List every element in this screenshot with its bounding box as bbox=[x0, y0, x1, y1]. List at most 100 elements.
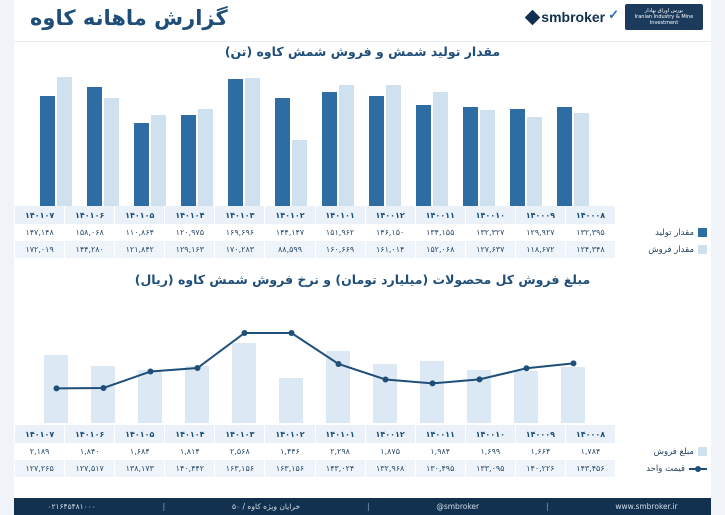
legend-production-label: مقدار تولید bbox=[655, 227, 694, 238]
bar-group bbox=[362, 67, 409, 207]
footer-phone: ۰۲۱۶۴۵۴۸۱۰۰۰ bbox=[47, 502, 96, 511]
unit-price-point bbox=[570, 360, 576, 367]
unit-price-point bbox=[53, 385, 59, 392]
bar-sales bbox=[57, 77, 72, 207]
table-cell-unit-price: ۱۶۳,۱۵۶ bbox=[214, 460, 265, 477]
table-cell-category: ۱۴۰۱۰۳ bbox=[214, 425, 265, 443]
bar-sales bbox=[527, 117, 542, 207]
table-cell-sales: ۸۸,۵۹۹ bbox=[264, 241, 315, 258]
table-cell-category: ۱۴۰۰۱۰ bbox=[464, 206, 515, 224]
legend-sales-amount-label: مبلغ فروش bbox=[653, 446, 694, 457]
table-cell-category: ۱۴۰۰۱۱ bbox=[414, 425, 465, 443]
company-logo: بورس اوراق بهادار Iranian Industry & Min… bbox=[625, 4, 703, 30]
table-cell-sales: ۱۷۰,۲۸۳ bbox=[214, 241, 265, 258]
footer-divider-2: | bbox=[366, 502, 370, 511]
table-cell-unit-price: ۱۲۷,۲۶۵ bbox=[14, 460, 65, 477]
bar-group bbox=[174, 67, 221, 207]
table-cell-production: ۱۵۱,۹۶۲ bbox=[314, 224, 365, 241]
table-cell-sales-amount: ۲,۵۶۸ bbox=[214, 443, 265, 460]
bar-group bbox=[315, 67, 362, 207]
bar-sales bbox=[339, 85, 354, 207]
bar-production bbox=[134, 123, 149, 207]
table-cell-category: ۱۴۰۰۱۲ bbox=[364, 206, 415, 224]
left-rail bbox=[0, 0, 14, 515]
table-cell-sales: ۱۶۰,۶۶۹ bbox=[314, 241, 365, 258]
bar-sales bbox=[574, 113, 589, 207]
table-cell-unit-price: ۱۶۳,۱۵۶ bbox=[264, 460, 315, 477]
diamond-icon bbox=[525, 9, 541, 25]
brand-block: بورس اوراق بهادار Iranian Industry & Min… bbox=[525, 4, 703, 30]
table-cell-sales-amount: ۱,۹۸۴ bbox=[414, 443, 465, 460]
logo-line-1: بورس اوراق بهادار bbox=[644, 7, 684, 14]
table-cell-production: ۱۳۲,۳۲۷ bbox=[464, 224, 515, 241]
bar-group bbox=[221, 67, 268, 207]
unit-price-point bbox=[100, 385, 106, 391]
bar-sales bbox=[104, 98, 119, 207]
table-row-categories-1: ۱۴۰۰۰۸ ۱۴۰۰۰۹ ۱۴۰۰۱۰ ۱۴۰۰۱۱ ۱۴۰۰۱۲ ۱۴۰۱۰۱ ۱۴۰۱… bbox=[14, 206, 711, 224]
table-cell-sales: ۱۲۷,۶۳۷ bbox=[464, 241, 515, 258]
table-cell-category: ۱۴۰۱۰۲ bbox=[264, 206, 315, 224]
table-cell-sales: ۱۲۹,۱۶۳ bbox=[164, 241, 215, 258]
table-cell-production: ۱۳۲,۳۹۵ bbox=[564, 224, 615, 241]
table-cell-sales-amount: ۱,۸۴۰ bbox=[64, 443, 115, 460]
table-cell-sales: ۱۶۱,۰۱۴ bbox=[364, 241, 415, 258]
table-cell-unit-price: ۱۳۳,۰۹۵ bbox=[464, 460, 515, 477]
bar-sales bbox=[480, 110, 495, 207]
bar-group bbox=[409, 67, 456, 207]
chart-1-title: مقدار تولید شمش و فروش شمش کاوه (تن) bbox=[224, 44, 501, 59]
bar-production bbox=[416, 105, 431, 207]
table-cell-category: ۱۴۰۱۰۱ bbox=[314, 425, 365, 443]
table-cell-category: ۱۴۰۱۰۵ bbox=[114, 206, 165, 224]
bar-production bbox=[40, 96, 55, 207]
table-cell-sales-amount: ۱,۷۸۴ bbox=[564, 443, 615, 460]
table-corner-2 bbox=[615, 425, 711, 443]
chart-2-title: مبلغ فروش کل محصولات (میلیارد تومان) و ن… bbox=[134, 272, 591, 287]
table-cell-sales-amount: ۲,۲۹۸ bbox=[314, 443, 365, 460]
bar-production bbox=[557, 107, 572, 207]
table-cell-category: ۱۴۰۱۰۵ bbox=[114, 425, 165, 443]
footer-website[interactable]: www.smbroker.ir bbox=[615, 502, 678, 511]
legend-unit-price: قیمت واحد bbox=[615, 460, 711, 477]
bar-sales bbox=[198, 109, 213, 207]
table-cell-sales-amount: ۱,۶۶۴ bbox=[514, 443, 565, 460]
unit-price-polyline bbox=[55, 332, 574, 390]
table-cell-production: ۱۱۰,۸۶۴ bbox=[114, 224, 165, 241]
bar-sales bbox=[386, 85, 401, 207]
table-cell-sales-amount: ۱,۶۸۴ bbox=[114, 443, 165, 460]
bar-group bbox=[80, 67, 127, 207]
table-cell-category: ۱۴۰۱۰۴ bbox=[164, 206, 215, 224]
footer-extra: خرایان ویژه کاوه / ۵۰ bbox=[232, 502, 301, 511]
bar-group bbox=[33, 67, 80, 207]
unit-price-point bbox=[241, 330, 247, 336]
chart-1-plot bbox=[33, 67, 693, 207]
unit-price-point bbox=[523, 365, 529, 372]
table-cell-production: ۱۴۷,۱۴۸ bbox=[14, 224, 65, 241]
table-cell-sales-amount: ۲,۱۸۹ bbox=[14, 443, 65, 460]
table-cell-production: ۱۵۸,۰۶۸ bbox=[64, 224, 115, 241]
footer-telegram[interactable]: smbroker@ bbox=[436, 502, 480, 511]
table-cell-sales-amount: ۱,۸۷۵ bbox=[364, 443, 415, 460]
chart-2-plot bbox=[33, 295, 693, 423]
table-cell-unit-price: ۱۴۳,۰۲۴ bbox=[314, 460, 365, 477]
table-row-production: مقدار تولید ۱۳۲,۳۹۵ ۱۲۹,۹۲۷ ۱۳۲,۳۲۷ ۱۳۴,۱۵۵… bbox=[14, 224, 711, 241]
table-cell-production: ۱۲۰,۹۷۵ bbox=[164, 224, 215, 241]
footer-divider-3: | bbox=[162, 502, 166, 511]
table-cell-sales: ۱۲۱,۸۴۲ bbox=[114, 241, 165, 258]
table-cell-unit-price: ۱۴۰,۴۴۲ bbox=[164, 460, 215, 477]
unit-price-point bbox=[382, 376, 388, 383]
bar-sales bbox=[245, 78, 260, 207]
table-cell-category: ۱۴۰۰۰۹ bbox=[514, 206, 565, 224]
unit-price-point bbox=[476, 376, 482, 383]
smbroker-wordmark: smbroker ✓ bbox=[525, 7, 619, 25]
sales-amount-color-swatch bbox=[698, 447, 707, 456]
bar-production bbox=[275, 98, 290, 207]
table-cell-unit-price: ۱۴۰,۲۲۶ bbox=[514, 460, 565, 477]
table-cell-sales: ۱۱۸,۶۷۲ bbox=[514, 241, 565, 258]
logo-line-2: Iranian Industry & Mine Investment bbox=[634, 13, 694, 27]
table-cell-category: ۱۴۰۱۰۷ bbox=[14, 425, 65, 443]
table-cell-category: ۱۴۰۱۰۳ bbox=[214, 206, 265, 224]
bar-production bbox=[181, 115, 196, 207]
table-row-unit-price: قیمت واحد ۱۴۳,۴۵۶ ۱۴۰,۲۲۶ ۱۳۳,۰۹۵ ۱۳۰,۴۹۵ ۱۳… bbox=[14, 460, 711, 477]
production-color-swatch bbox=[698, 228, 707, 237]
table-row-sales-amount: مبلغ فروش ۱,۷۸۴ ۱,۶۶۴ ۱,۶۹۹ ۱,۹۸۴ ۱,۸۷۵ ۲,۲۹۸… bbox=[14, 443, 711, 460]
